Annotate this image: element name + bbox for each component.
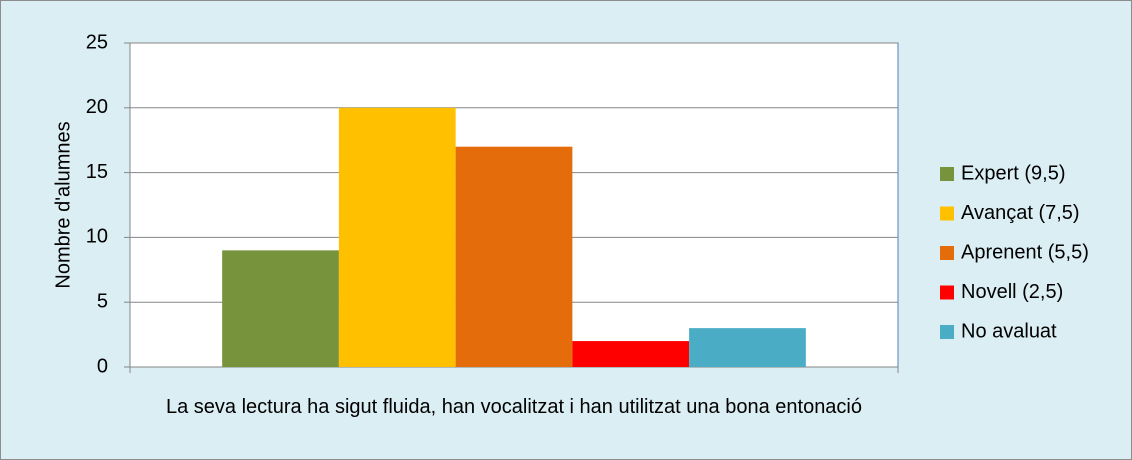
- y-tick-label: 5: [97, 290, 108, 312]
- bar: [338, 107, 456, 368]
- legend-label: Novell (2,5): [961, 281, 1063, 303]
- legend-swatch: [940, 325, 954, 339]
- legend-label: No avaluat: [961, 320, 1057, 342]
- y-tick-label: 15: [86, 161, 108, 183]
- legend-label: Expert (9,5): [961, 162, 1065, 184]
- bar: [689, 328, 806, 367]
- legend-swatch: [940, 167, 954, 181]
- legend-label: Avançat (7,5): [961, 202, 1080, 224]
- bar: [572, 341, 690, 367]
- y-tick-label: 10: [86, 226, 108, 248]
- y-axis-label: Nombre d'alumnes: [52, 121, 74, 288]
- y-tick-label: 0: [97, 355, 108, 377]
- x-tick-label: La seva lectura ha sigut fluida, han voc…: [165, 396, 862, 418]
- legend-swatch: [940, 246, 954, 260]
- legend-label: Aprenent (5,5): [961, 241, 1089, 263]
- y-tick-label: 25: [86, 31, 108, 53]
- y-tick-label: 20: [86, 96, 108, 118]
- bar: [222, 250, 339, 367]
- legend-swatch: [940, 285, 954, 300]
- legend-swatch: [940, 206, 954, 221]
- bar: [455, 146, 573, 367]
